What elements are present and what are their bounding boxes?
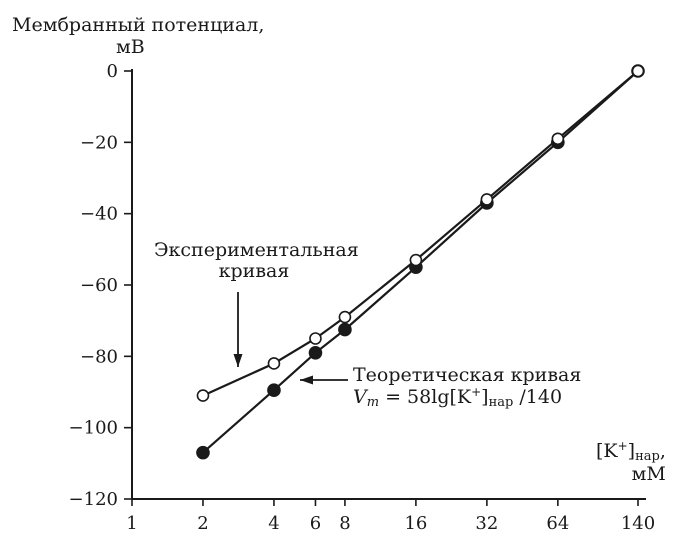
x-tick-label: 6 — [310, 513, 321, 534]
open-data-point — [196, 389, 210, 402]
series-experimental — [196, 64, 645, 402]
filled-data-point — [267, 383, 281, 398]
x-axis-title: [K+]нар, мМ — [596, 439, 666, 486]
series-line — [202, 70, 639, 454]
y-tick-label: −80 — [80, 346, 118, 367]
y-tick-label: −120 — [69, 489, 118, 510]
y-axis-unit: мВ — [116, 36, 145, 58]
arrow-head — [300, 375, 313, 385]
x-axis-unit: мМ — [631, 463, 666, 486]
open-data-point — [409, 253, 423, 267]
y-tick-label: −100 — [69, 418, 118, 439]
x-tick-label: 8 — [339, 513, 350, 534]
x-tick-label: 64 — [546, 513, 569, 534]
filled-data-point — [308, 345, 323, 360]
arrow-head — [233, 354, 243, 367]
annotation-arrows — [233, 292, 348, 385]
theoretical-arrow — [300, 375, 348, 385]
open-data-point — [309, 332, 322, 345]
experimental-arrow — [233, 292, 243, 367]
x-tick-label: 2 — [197, 513, 208, 534]
filled-data-point — [196, 445, 210, 460]
open-data-point — [551, 132, 565, 146]
series-line — [202, 70, 639, 397]
y-tick-label: 0 — [107, 61, 118, 82]
open-data-point — [267, 357, 281, 370]
open-data-point — [338, 310, 352, 324]
x-tick-label: 4 — [268, 513, 279, 534]
x-tick-label: 32 — [475, 513, 498, 534]
y-tick-label: −20 — [80, 132, 118, 153]
theoretical-curve-label: Теоретическая кривая Vm = 58lg[K+]нар /1… — [353, 364, 582, 410]
series-layer — [196, 64, 645, 460]
x-tick-label: 16 — [404, 513, 427, 534]
y-tick-label: −40 — [80, 204, 118, 225]
open-data-point — [480, 193, 494, 206]
y-tick-label: −60 — [80, 275, 118, 296]
experimental-curve-label: Экспериментальная кривая — [154, 239, 359, 282]
filled-data-point — [338, 322, 352, 337]
x-tick-label: 1 — [126, 513, 137, 534]
axes: 0 −20 −40 −60 −80 −100 −120 1 2 4 6 8 16 32 64 140 — [69, 61, 656, 534]
x-tick-label: 140 — [621, 513, 655, 534]
open-data-point — [631, 64, 645, 78]
nernst-formula: Vm = 58lg[K+]нар /140 — [353, 384, 563, 410]
y-axis-title: Мембранный потенциал, — [12, 14, 265, 36]
